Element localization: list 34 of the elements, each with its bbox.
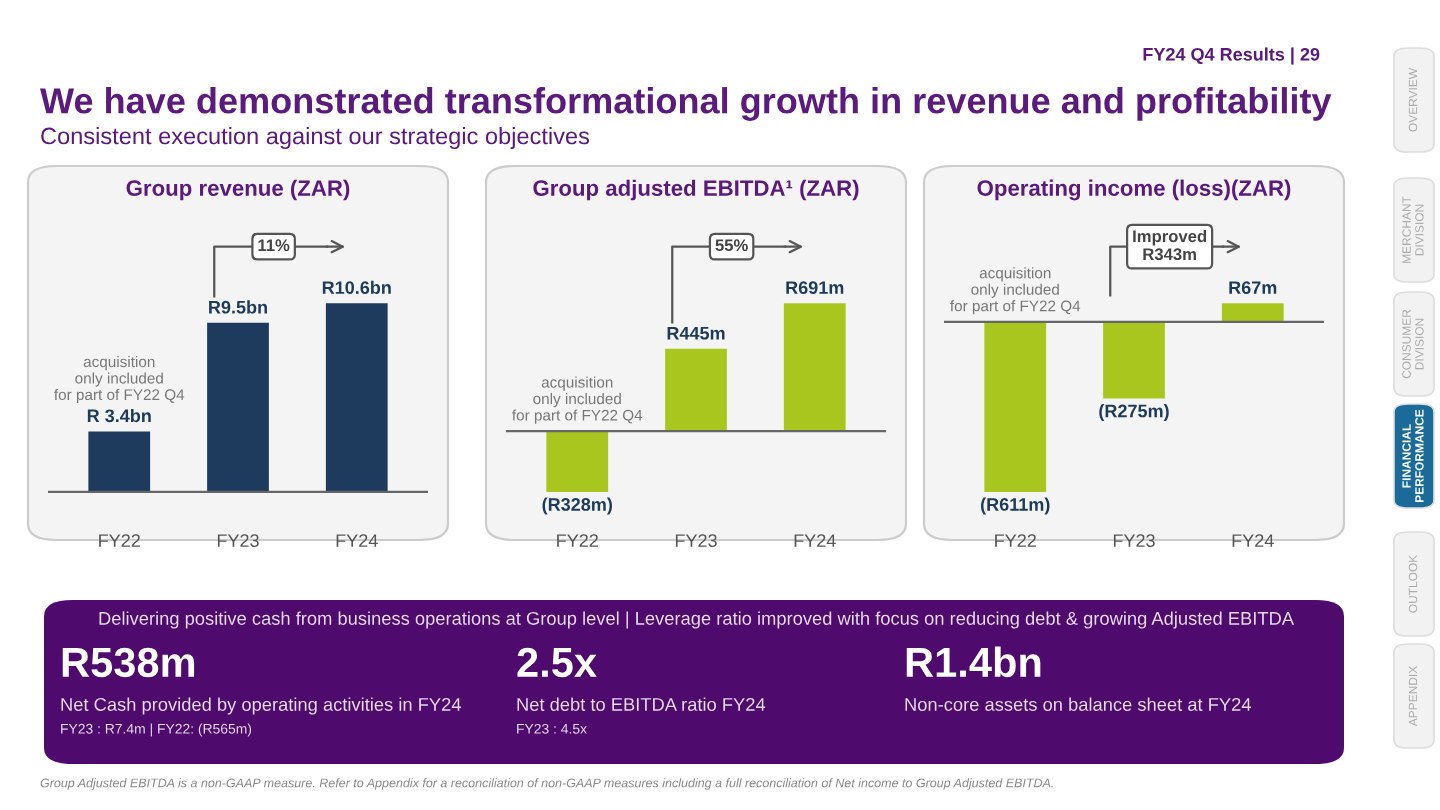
data-label: (R328m): [542, 497, 612, 515]
text: FY24 Q4 Results | 29: [1143, 47, 1320, 65]
text: Non-core assets on balance sheet at FY24: [905, 697, 1251, 711]
chart-title: Group adjusted EBITDA¹ (ZAR): [533, 179, 859, 201]
text: We have demonstrated transformational growth in revenue and profitability: [40, 87, 1332, 121]
text: Net Cash provided by operating activities in FY24: [61, 697, 461, 715]
data-label: (R611m): [981, 497, 1050, 515]
chart-title: Operating income (loss)(ZAR): [977, 179, 1291, 201]
text: 2.5x: [517, 647, 597, 678]
text: Delivering positive cash from business operations at Group level | Leverage ratio improved with focus on reducing debt & growing Adjusted EBITDA: [99, 611, 1295, 629]
x-tick-label: FY24: [336, 534, 378, 547]
text: 11%: [258, 239, 290, 252]
x-tick-label: FY23: [1113, 534, 1155, 547]
text: Net debt to EBITDA ratio FY24: [517, 697, 766, 711]
x-tick-label: FY24: [1232, 534, 1274, 547]
data-label: R67m: [1229, 281, 1277, 295]
chart-title: Group revenue (ZAR): [126, 179, 350, 201]
text: R1.4bn: [906, 646, 1041, 678]
text: 55%: [715, 239, 748, 252]
x-tick-label: FY22: [557, 534, 598, 547]
data-label: R10.6bn: [322, 280, 391, 295]
text: R538m: [62, 647, 195, 678]
data-label: R9.5bn: [209, 300, 267, 314]
x-tick-label: FY22: [995, 534, 1036, 547]
x-tick-label: FY22: [99, 534, 140, 547]
x-tick-label: FY24: [794, 534, 836, 547]
data-label: R691m: [786, 281, 844, 295]
data-label: (R275m): [1099, 404, 1169, 421]
x-tick-label: FY23: [217, 534, 259, 547]
data-label: R445m: [667, 326, 725, 340]
text: Improved R343m: [1133, 229, 1207, 261]
data-label: R 3.4bn: [87, 408, 151, 423]
text: Consistent execution against our strategic objectives: [41, 127, 590, 150]
x-tick-label: FY23: [675, 534, 717, 547]
